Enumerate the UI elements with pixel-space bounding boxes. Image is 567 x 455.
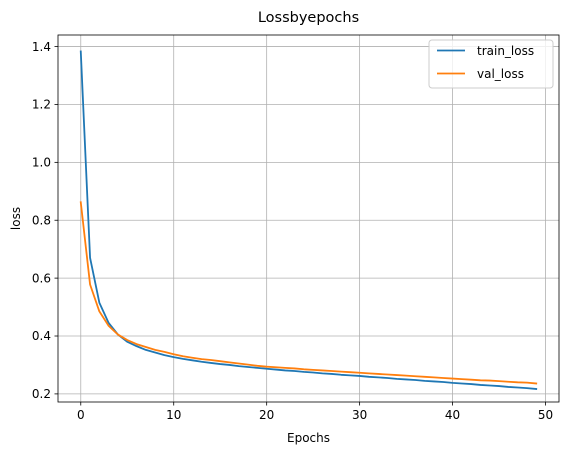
x-tick-label: 40 [445, 408, 460, 422]
y-tick-label: 0.4 [32, 329, 51, 343]
y-tick-label: 1.4 [32, 40, 51, 54]
legend-box [428, 39, 554, 89]
y-tick-label: 0.8 [32, 213, 51, 227]
y-tick-label: 0.6 [32, 271, 51, 285]
y-tick-label: 0.2 [32, 387, 51, 401]
grid-lines [58, 35, 559, 402]
x-tick-label: 50 [538, 408, 553, 422]
x-tick-label: 30 [352, 408, 367, 422]
series-line-train-loss [79, 50, 538, 390]
legend-label-val-loss: val_loss [477, 67, 524, 81]
x-axis-label: Epochs [287, 431, 330, 445]
legend: train_loss val_loss [428, 39, 554, 89]
series-lines [79, 50, 538, 390]
x-axis-ticks: 0 10 20 30 40 50 [77, 402, 553, 422]
plot-frame [57, 34, 560, 403]
y-axis-ticks: 0.2 0.4 0.6 0.8 1.0 1.2 1.4 [32, 40, 58, 401]
series-line-val-loss [79, 201, 538, 385]
legend-label-train-loss: train_loss [477, 44, 534, 58]
y-tick-label: 1.2 [32, 98, 51, 112]
x-tick-label: 0 [77, 408, 85, 422]
chart-title: Lossbyepochs [258, 10, 359, 26]
y-tick-label: 1.0 [32, 156, 51, 170]
x-tick-label: 10 [166, 408, 181, 422]
y-axis-label: loss [9, 207, 23, 230]
x-tick-label: 20 [259, 408, 274, 422]
